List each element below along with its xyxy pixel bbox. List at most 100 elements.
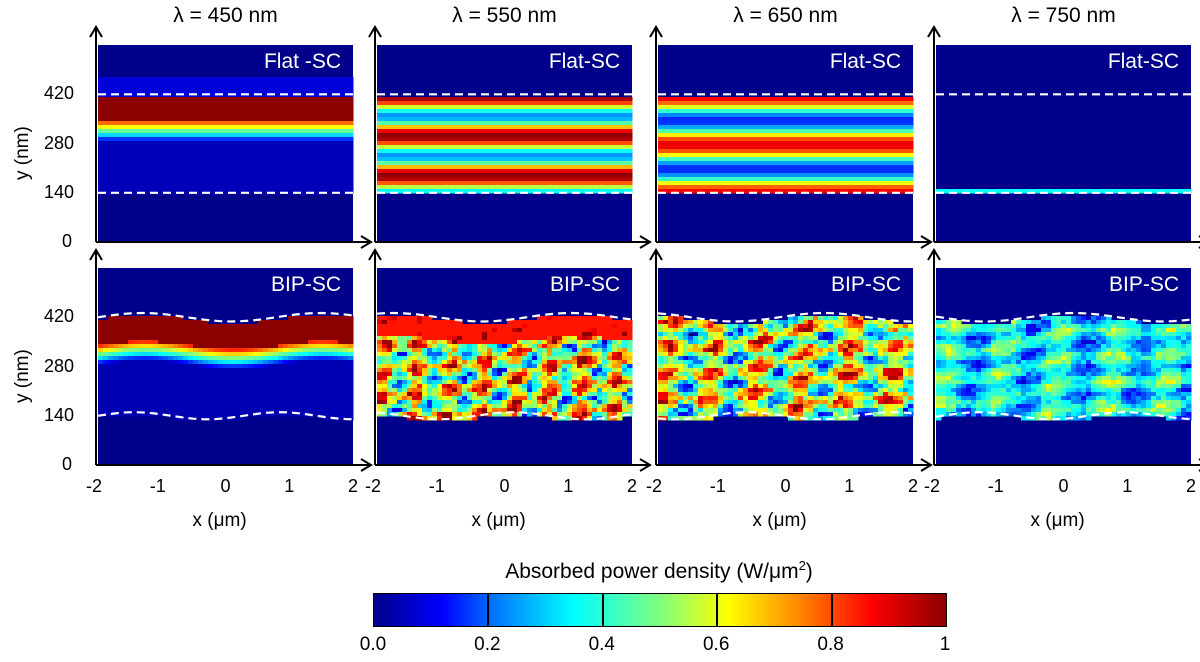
heatmap-cell [233,348,239,353]
heatmap-cell [738,165,744,170]
heatmap-cell [168,145,174,150]
heatmap-cell [138,348,144,353]
heatmap-cell [888,169,894,174]
heatmap-cell [188,340,194,345]
heatmap-cell [397,145,403,150]
heatmap-cell [622,157,628,162]
heatmap-cell [223,344,229,349]
heatmap-cell [527,105,533,110]
heatmap-cell [328,356,334,361]
heatmap-cell [703,149,709,154]
heatmap-cell [233,376,239,381]
heatmap-cell [971,189,977,194]
heatmap-cell [462,113,468,118]
heatmap-cell [183,356,189,361]
heatmap-cell [248,161,254,166]
heatmap-cell [818,117,824,122]
heatmap-cell [753,177,759,182]
heatmap-cell [198,141,204,146]
heatmap-cell [718,141,724,146]
heatmap-cell [753,141,759,146]
heatmap-cell [278,157,284,162]
heatmap-cell [713,169,719,174]
heatmap-cell [113,372,119,377]
heatmap-cell [198,153,204,158]
heatmap-cell [878,145,884,150]
heatmap-cell [788,161,794,166]
heatmap-cell [283,145,289,150]
heatmap-cell [728,101,734,106]
heatmap-cell [678,181,684,186]
heatmap-cell [617,189,623,194]
heatmap-cell [703,133,709,138]
heatmap-cell [318,85,324,90]
heatmap-cell [343,388,349,393]
heatmap-cell [268,352,274,357]
heatmap-cell [168,149,174,154]
heatmap-cell [903,109,909,114]
heatmap-cell [203,149,209,154]
heatmap-cell [148,169,154,174]
heatmap-cell [248,113,254,118]
heatmap-cell [148,340,154,345]
heatmap-cell [908,109,914,114]
heatmap-cell [313,105,319,110]
heatmap-cell [258,141,264,146]
heatmap-cell [343,340,349,345]
heatmap-cell [343,316,349,321]
heatmap-cell [622,153,628,158]
heatmap-cell [338,364,344,369]
heatmap-cell [512,113,518,118]
heatmap-cell [228,109,234,114]
heatmap-cell [98,169,104,174]
heatmap-cell [238,109,244,114]
heatmap-cell [718,105,724,110]
heatmap-cell [173,372,179,377]
heatmap-cell [178,380,184,385]
heatmap-cell [218,153,224,158]
heatmap-cell [497,149,503,154]
heatmap-cell [843,181,849,186]
heatmap-cell [427,157,433,162]
heatmap-cell [198,169,204,174]
heatmap-cell [278,109,284,114]
heatmap-cell [432,113,438,118]
heatmap-cell [243,173,249,178]
heatmap-cell [482,165,488,170]
heatmap-cell [512,165,518,170]
heatmap-cell [547,97,553,102]
heatmap-cell [268,85,274,90]
heatmap-cell [753,161,759,166]
heatmap-cell [527,117,533,122]
heatmap-cell [263,113,269,118]
heatmap-cell [178,157,184,162]
heatmap-cell [753,117,759,122]
heatmap-cell [208,125,214,130]
heatmap-cell [382,153,388,158]
heatmap-cell [552,153,558,158]
heatmap-cell [733,149,739,154]
heatmap-cell [313,352,319,357]
heatmap-cell [148,392,154,397]
heatmap-cell [133,368,139,373]
heatmap-cell [318,380,324,385]
heatmap-cell [118,105,124,110]
heatmap-cell [218,165,224,170]
heatmap-cell [703,117,709,122]
heatmap-cell [512,105,518,110]
heatmap-cell [627,173,633,178]
heatmap-cell [432,149,438,154]
heatmap-cell [303,89,309,94]
heatmap-cell [323,173,329,178]
heatmap-cell [678,133,684,138]
heatmap-cell [738,101,744,106]
heatmap-cell [348,85,354,90]
heatmap-cell [248,109,254,114]
heatmap-cell [743,181,749,186]
heatmap-cell [823,113,829,118]
heatmap-cell [158,117,164,122]
heatmap-cell [678,157,684,162]
heatmap-cell [507,165,513,170]
heatmap-cell [158,121,164,126]
heatmap-cell [193,185,199,190]
